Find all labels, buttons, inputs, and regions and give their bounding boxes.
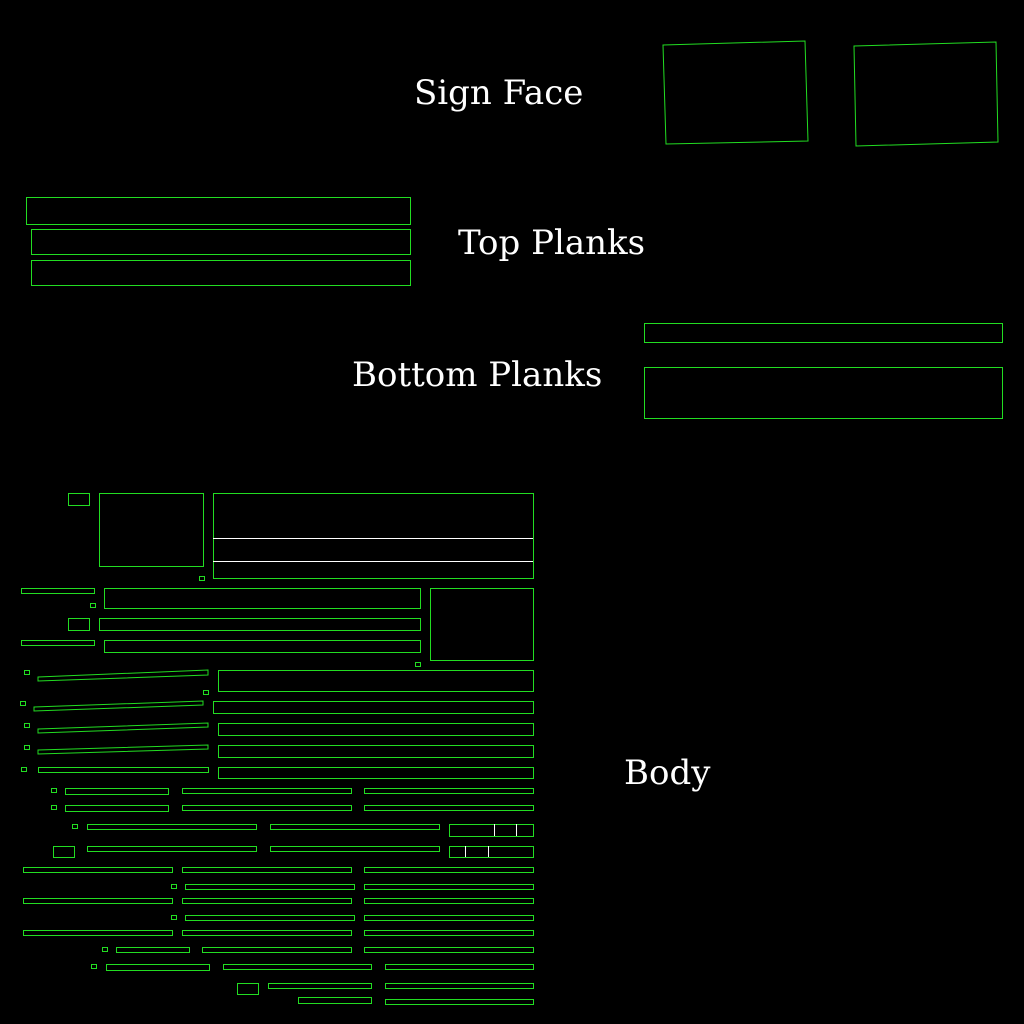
body-island: [116, 947, 190, 953]
body-island: [38, 767, 209, 773]
body-island: [213, 493, 534, 579]
body-island: [182, 867, 352, 873]
body-island: [364, 930, 534, 936]
body-island: [218, 745, 534, 758]
body-island: [104, 588, 421, 609]
body-island: [33, 700, 204, 712]
body-island: [23, 930, 173, 936]
sign-face-label: Sign Face: [414, 73, 584, 113]
body-island: [24, 745, 30, 750]
body-island: [37, 669, 209, 682]
body-island: [364, 915, 534, 921]
body-island: [37, 722, 209, 734]
body-island: [68, 618, 90, 631]
body-island: [102, 947, 108, 952]
body-island: [385, 983, 534, 989]
top-planks-label: Top Planks: [458, 223, 646, 263]
body-island: [90, 603, 96, 608]
body-island: [415, 662, 421, 667]
sign-face-island: [662, 40, 809, 145]
sign-face-island: [853, 41, 999, 147]
body-island: [202, 947, 352, 953]
body-island: [213, 701, 534, 714]
body-island: [203, 690, 209, 695]
body-island: [385, 964, 534, 970]
body-island: [106, 964, 210, 971]
body-island: [87, 846, 257, 852]
body-island: [24, 723, 30, 728]
body-island: [364, 867, 534, 873]
body-island: [99, 493, 204, 567]
bottom-planks-label: Bottom Planks: [352, 355, 603, 395]
top-plank-island: [31, 260, 411, 286]
body-island: [449, 846, 534, 858]
body-island: [104, 640, 421, 653]
body-island: [87, 824, 257, 830]
body-island: [65, 805, 169, 812]
body-island: [21, 640, 95, 646]
body-island: [199, 576, 205, 581]
bottom-plank-island: [644, 367, 1003, 419]
body-island: [182, 788, 352, 794]
body-label: Body: [624, 753, 711, 793]
body-island: [298, 997, 372, 1004]
body-island: [185, 915, 355, 921]
body-island: [37, 744, 209, 755]
top-plank-island: [26, 197, 411, 225]
body-island: [268, 983, 372, 989]
body-island: [51, 805, 57, 810]
body-island: [182, 805, 352, 811]
body-island: [218, 723, 534, 736]
body-island: [65, 788, 169, 795]
body-island: [385, 999, 534, 1005]
body-island: [20, 701, 26, 706]
body-island: [72, 824, 78, 829]
body-island: [364, 947, 534, 953]
body-island: [430, 588, 534, 661]
body-island: [364, 788, 534, 794]
body-island: [51, 788, 57, 793]
body-island: [218, 670, 534, 692]
bottom-plank-island: [644, 323, 1003, 343]
body-island: [21, 588, 95, 594]
body-island: [270, 846, 440, 852]
body-island: [223, 964, 372, 970]
body-island: [23, 867, 173, 873]
body-island: [171, 915, 177, 920]
body-island: [24, 670, 30, 675]
body-island: [99, 618, 421, 631]
body-island: [68, 493, 90, 506]
body-island: [182, 930, 352, 936]
body-island: [364, 805, 534, 811]
body-island: [21, 767, 27, 772]
top-plank-island: [31, 229, 411, 255]
body-island: [185, 884, 355, 890]
body-island: [270, 824, 440, 830]
body-island: [23, 898, 173, 904]
body-island: [449, 824, 534, 837]
body-island: [364, 898, 534, 904]
body-island: [364, 884, 534, 890]
body-island: [171, 884, 177, 889]
body-island: [237, 983, 259, 995]
body-island: [53, 846, 75, 858]
body-island: [182, 898, 352, 904]
body-island: [91, 964, 97, 969]
body-island: [218, 767, 534, 779]
